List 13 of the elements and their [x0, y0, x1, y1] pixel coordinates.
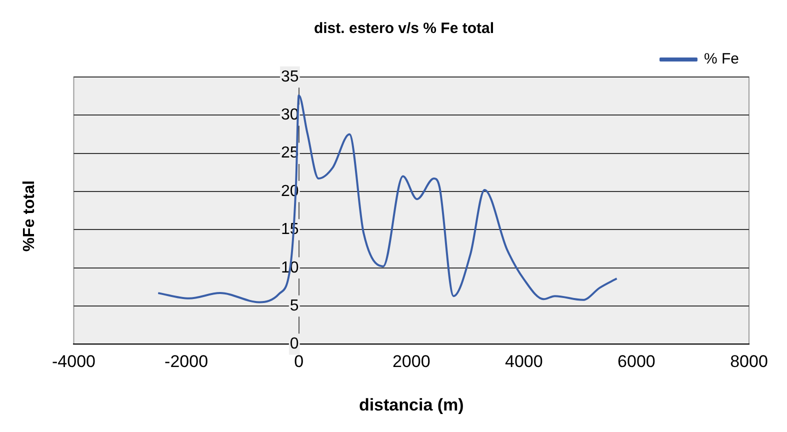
x-axis-title: distancia (m) — [358, 395, 464, 414]
x-tick-label: -2000 — [164, 352, 208, 372]
x-tick-label: 6000 — [618, 352, 656, 372]
y-tick-label: 5 — [290, 297, 299, 314]
x-tick-label: -4000 — [52, 352, 96, 372]
y-tick-label: 35 — [281, 68, 299, 86]
legend-label: % Fe — [704, 50, 740, 68]
x-tick-label: 8000 — [730, 352, 768, 372]
x-tick-label: 4000 — [505, 352, 543, 372]
x-tick-label: 2000 — [392, 352, 430, 372]
y-tick-label: 0 — [290, 336, 299, 353]
y-axis-title: %Fe total — [21, 180, 39, 252]
chart-title: dist. estero v/s % Fe total — [314, 20, 494, 38]
